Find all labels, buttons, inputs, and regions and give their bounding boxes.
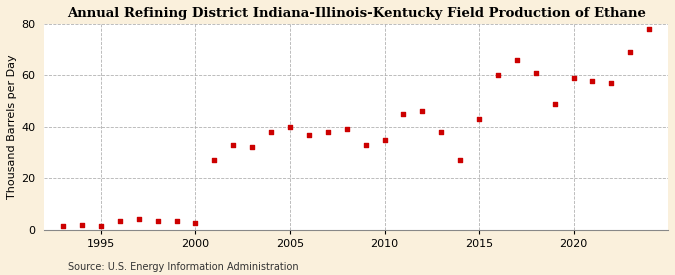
- Text: Source: U.S. Energy Information Administration: Source: U.S. Energy Information Administ…: [68, 262, 298, 272]
- Point: [417, 109, 428, 114]
- Point: [455, 158, 466, 163]
- Point: [474, 117, 485, 121]
- Point: [247, 145, 258, 150]
- Point: [398, 112, 409, 116]
- Point: [304, 132, 315, 137]
- Point: [587, 78, 598, 83]
- Point: [625, 50, 636, 54]
- Y-axis label: Thousand Barrels per Day: Thousand Barrels per Day: [7, 54, 17, 199]
- Point: [134, 217, 144, 222]
- Point: [360, 143, 371, 147]
- Title: Annual Refining District Indiana-Illinois-Kentucky Field Production of Ethane: Annual Refining District Indiana-Illinoi…: [67, 7, 645, 20]
- Point: [379, 138, 390, 142]
- Point: [531, 71, 541, 75]
- Point: [568, 76, 579, 80]
- Point: [644, 27, 655, 31]
- Point: [512, 58, 522, 62]
- Point: [323, 130, 333, 134]
- Point: [171, 219, 182, 223]
- Point: [153, 219, 163, 223]
- Point: [58, 224, 69, 228]
- Point: [96, 224, 107, 228]
- Point: [285, 125, 296, 129]
- Point: [266, 130, 277, 134]
- Point: [209, 158, 220, 163]
- Point: [77, 222, 88, 227]
- Point: [228, 143, 239, 147]
- Point: [606, 81, 617, 85]
- Point: [549, 101, 560, 106]
- Point: [342, 127, 352, 132]
- Point: [115, 219, 126, 223]
- Point: [190, 221, 201, 226]
- Point: [493, 73, 504, 78]
- Point: [436, 130, 447, 134]
